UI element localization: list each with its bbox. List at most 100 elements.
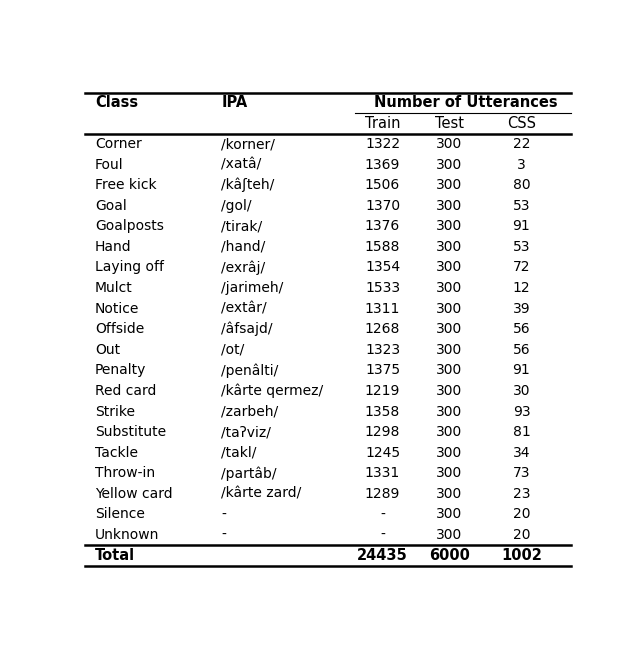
Text: Total: Total	[95, 548, 135, 563]
Text: 1358: 1358	[365, 404, 400, 419]
Text: 300: 300	[436, 466, 463, 480]
Text: -: -	[221, 528, 226, 542]
Text: /jarimeh/: /jarimeh/	[221, 281, 284, 295]
Text: Test: Test	[435, 116, 464, 131]
Text: Mulct: Mulct	[95, 281, 132, 295]
Text: 300: 300	[436, 364, 463, 377]
Text: 56: 56	[513, 322, 531, 336]
Text: Yellow card: Yellow card	[95, 487, 173, 501]
Text: 91: 91	[513, 219, 531, 234]
Text: 1354: 1354	[365, 261, 400, 274]
Text: /hand/: /hand/	[221, 240, 266, 254]
Text: Laying off: Laying off	[95, 261, 164, 274]
Text: 3: 3	[517, 158, 526, 171]
Text: 56: 56	[513, 343, 531, 356]
Text: 53: 53	[513, 240, 530, 254]
Text: 24435: 24435	[357, 548, 408, 563]
Text: Unknown: Unknown	[95, 528, 159, 542]
Text: 1369: 1369	[365, 158, 400, 171]
Text: 1533: 1533	[365, 281, 400, 295]
Text: 300: 300	[436, 404, 463, 419]
Text: /partâb/: /partâb/	[221, 466, 277, 481]
Text: Throw-in: Throw-in	[95, 466, 155, 480]
Text: /kârte zard/: /kârte zard/	[221, 487, 301, 501]
Text: 300: 300	[436, 219, 463, 234]
Text: /kâʃteh/: /kâʃteh/	[221, 178, 275, 192]
Text: 1245: 1245	[365, 446, 400, 459]
Text: IPA: IPA	[221, 95, 248, 111]
Text: 12: 12	[513, 281, 531, 295]
Text: 300: 300	[436, 137, 463, 151]
Text: Out: Out	[95, 343, 120, 356]
Text: -: -	[380, 507, 385, 521]
Text: 1588: 1588	[365, 240, 400, 254]
Text: Offside: Offside	[95, 322, 144, 336]
Text: 1268: 1268	[365, 322, 400, 336]
Text: Class: Class	[95, 95, 138, 111]
Text: /korner/: /korner/	[221, 137, 275, 151]
Text: -: -	[380, 528, 385, 542]
Text: 300: 300	[436, 425, 463, 439]
Text: Hand: Hand	[95, 240, 131, 254]
Text: 1002: 1002	[501, 548, 542, 563]
Text: 1376: 1376	[365, 219, 400, 234]
Text: 22: 22	[513, 137, 530, 151]
Text: 30: 30	[513, 384, 530, 398]
Text: 23: 23	[513, 487, 530, 501]
Text: 300: 300	[436, 507, 463, 521]
Text: 1311: 1311	[365, 302, 400, 316]
Text: 1375: 1375	[365, 364, 400, 377]
Text: 300: 300	[436, 158, 463, 171]
Text: 300: 300	[436, 446, 463, 459]
Text: /ot/: /ot/	[221, 343, 244, 356]
Text: 72: 72	[513, 261, 530, 274]
Text: /extâr/: /extâr/	[221, 302, 267, 316]
Text: 300: 300	[436, 240, 463, 254]
Text: Notice: Notice	[95, 302, 140, 316]
Text: 1289: 1289	[365, 487, 400, 501]
Text: /taʔviz/: /taʔviz/	[221, 425, 271, 439]
Text: 20: 20	[513, 507, 530, 521]
Text: 91: 91	[513, 364, 531, 377]
Text: 34: 34	[513, 446, 530, 459]
Text: 300: 300	[436, 487, 463, 501]
Text: /xatâ/: /xatâ/	[221, 158, 262, 171]
Text: 6000: 6000	[429, 548, 470, 563]
Text: 300: 300	[436, 343, 463, 356]
Text: 1323: 1323	[365, 343, 400, 356]
Text: 300: 300	[436, 281, 463, 295]
Text: Red card: Red card	[95, 384, 156, 398]
Text: 300: 300	[436, 322, 463, 336]
Text: /takl/: /takl/	[221, 446, 257, 459]
Text: Goal: Goal	[95, 199, 127, 213]
Text: Number of Utterances: Number of Utterances	[374, 95, 557, 111]
Text: 300: 300	[436, 199, 463, 213]
Text: Train: Train	[365, 116, 400, 131]
Text: /tirak/: /tirak/	[221, 219, 262, 234]
Text: 1219: 1219	[365, 384, 400, 398]
Text: 73: 73	[513, 466, 530, 480]
Text: Penalty: Penalty	[95, 364, 147, 377]
Text: Foul: Foul	[95, 158, 124, 171]
Text: 300: 300	[436, 178, 463, 192]
Text: 39: 39	[513, 302, 531, 316]
Text: Corner: Corner	[95, 137, 141, 151]
Text: 1506: 1506	[365, 178, 400, 192]
Text: 300: 300	[436, 261, 463, 274]
Text: Substitute: Substitute	[95, 425, 166, 439]
Text: 20: 20	[513, 528, 530, 542]
Text: /penâlti/: /penâlti/	[221, 363, 278, 378]
Text: /âfsajd/: /âfsajd/	[221, 322, 273, 336]
Text: 1322: 1322	[365, 137, 400, 151]
Text: 81: 81	[513, 425, 531, 439]
Text: /exrâj/: /exrâj/	[221, 260, 266, 275]
Text: 93: 93	[513, 404, 531, 419]
Text: 53: 53	[513, 199, 530, 213]
Text: /kârte qermez/: /kârte qermez/	[221, 384, 323, 398]
Text: 300: 300	[436, 384, 463, 398]
Text: Tackle: Tackle	[95, 446, 138, 459]
Text: 1298: 1298	[365, 425, 400, 439]
Text: 80: 80	[513, 178, 531, 192]
Text: Strike: Strike	[95, 404, 135, 419]
Text: CSS: CSS	[507, 116, 536, 131]
